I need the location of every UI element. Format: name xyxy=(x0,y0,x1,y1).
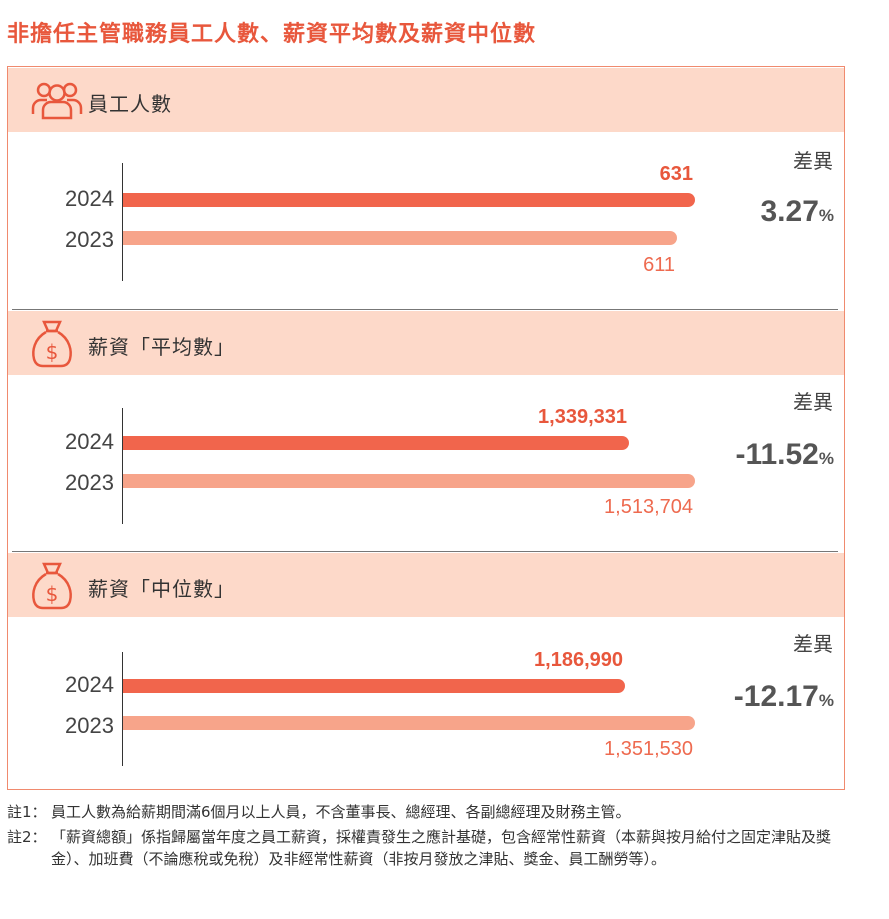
bar-headcount-2023 xyxy=(123,231,677,245)
svg-text:$: $ xyxy=(46,340,59,364)
axis-headcount xyxy=(122,163,123,281)
value-label-average-2023: 1,513,704 xyxy=(604,496,693,518)
bar-median-2023 xyxy=(123,716,695,730)
diff-value-average: -11.52% xyxy=(735,438,834,471)
section-header-headcount: 員工人數 xyxy=(8,68,844,132)
svg-text:$: $ xyxy=(46,582,59,606)
section-divider xyxy=(12,551,838,552)
diff-label-average: 差異 xyxy=(793,390,833,414)
value-label-median-2024: 1,186,990 xyxy=(534,649,623,671)
bar-average-2024 xyxy=(123,436,629,450)
footnote-1-text: 員工人數為給薪期間滿6個月以上人員，不含董事長、總經理、各副總經理及財務主管。 xyxy=(51,803,631,821)
year-label-2023: 2023 xyxy=(65,227,114,252)
year-label-2024: 2024 xyxy=(65,672,114,697)
value-label-headcount-2024: 631 xyxy=(659,163,693,185)
footnote-2-text: 「薪資總額」係指歸屬當年度之員工薪資，採權責發生之應計基礎，包含經常性薪資（本薪… xyxy=(51,828,832,868)
diff-value-median: -12.17% xyxy=(733,680,834,713)
diff-value-headcount: 3.27% xyxy=(760,195,834,228)
footnote-2-tag: 註2： xyxy=(7,828,47,846)
chart-title: 非擔任主管職務員工人數、薪資平均數及薪資中位數 xyxy=(7,22,537,47)
value-label-average-2024: 1,339,331 xyxy=(538,406,627,428)
money-bag-icon: $ xyxy=(32,562,72,610)
diff-label-headcount: 差異 xyxy=(793,149,833,173)
diff-label-median: 差異 xyxy=(793,632,833,656)
section-label-average: 薪資「平均數」 xyxy=(88,335,235,359)
section-label-median: 薪資「中位數」 xyxy=(88,577,235,601)
year-label-2023: 2023 xyxy=(65,470,114,495)
section-label-headcount: 員工人數 xyxy=(88,92,172,116)
value-label-median-2023: 1,351,530 xyxy=(604,738,693,760)
bar-headcount-2024 xyxy=(123,193,695,207)
axis-median xyxy=(122,652,123,766)
section-divider xyxy=(12,309,838,310)
value-label-headcount-2023: 611 xyxy=(643,254,675,276)
footnote-1-tag: 註1： xyxy=(7,803,47,821)
section-header-median: $ 薪資「中位數」 xyxy=(8,553,844,617)
year-label-2024: 2024 xyxy=(65,186,114,211)
year-label-2023: 2023 xyxy=(65,713,114,738)
year-label-2024: 2024 xyxy=(65,429,114,454)
bar-average-2023 xyxy=(123,474,695,488)
axis-average xyxy=(122,408,123,524)
money-bag-icon: $ xyxy=(32,320,72,368)
people-icon xyxy=(31,82,83,120)
bar-median-2024 xyxy=(123,679,625,693)
chart-frame xyxy=(7,66,845,790)
section-header-average: $ 薪資「平均數」 xyxy=(8,311,844,375)
